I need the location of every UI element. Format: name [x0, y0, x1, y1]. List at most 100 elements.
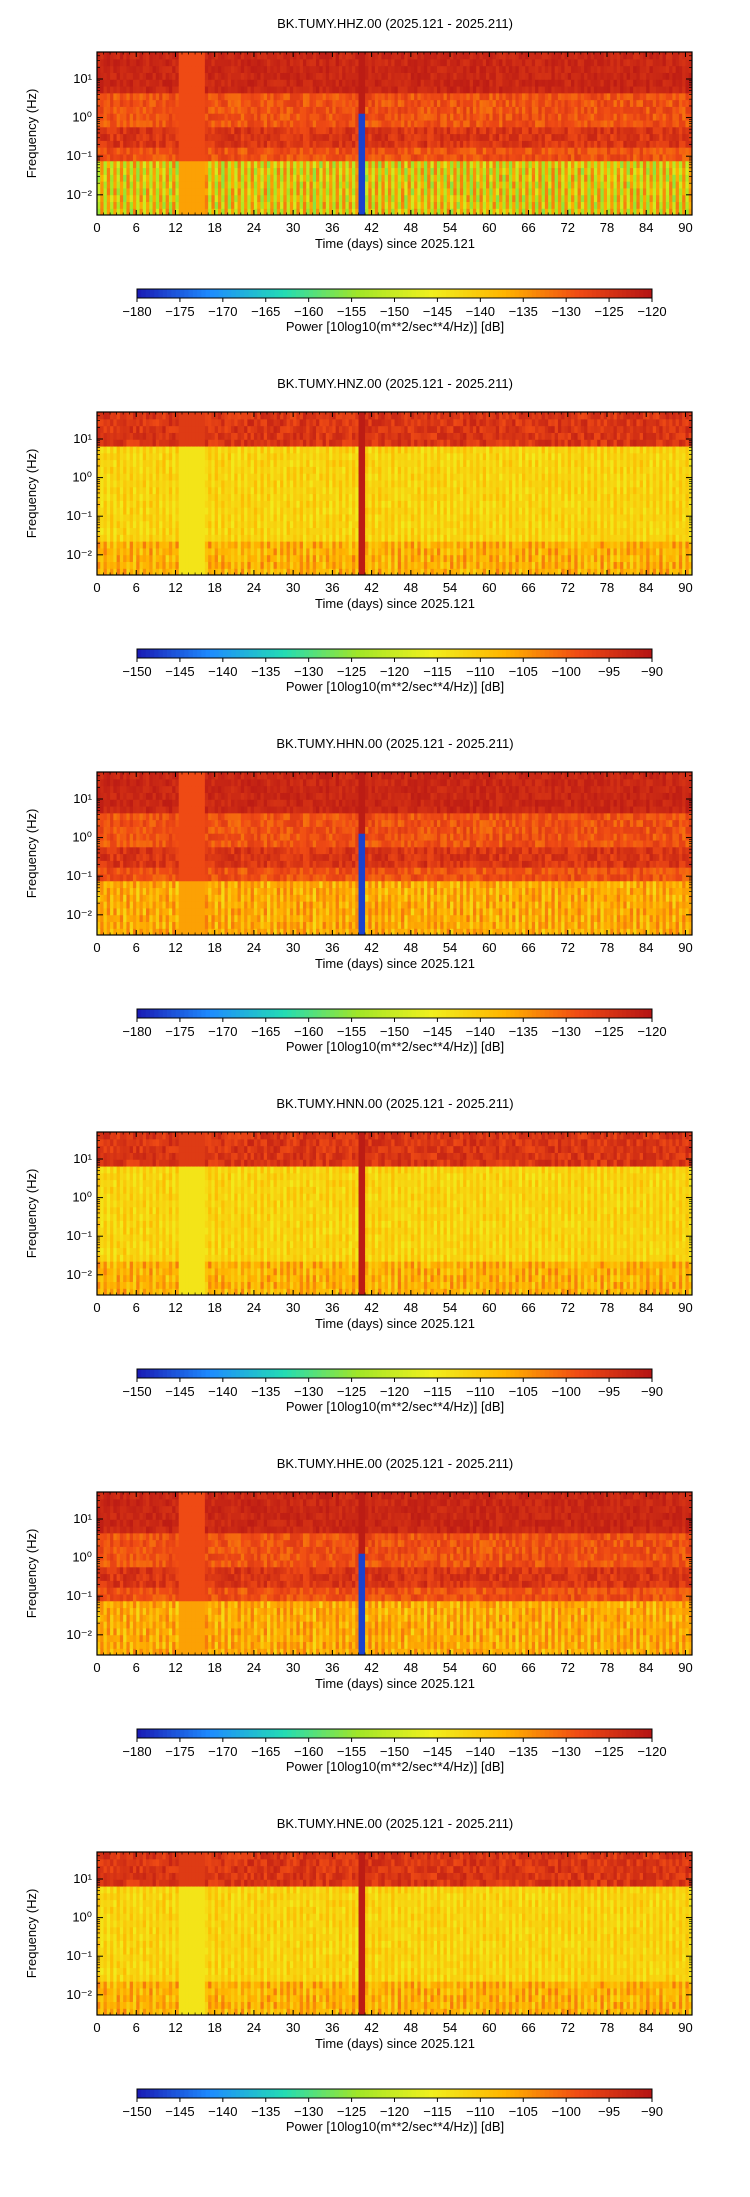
heatmap-cell [623, 140, 628, 148]
heatmap-cell [636, 126, 641, 135]
heatmap-cell [162, 52, 167, 60]
heatmap-cell [257, 187, 262, 196]
heatmap-cell [459, 140, 464, 148]
x-tick-label: 66 [521, 220, 535, 235]
heatmap-cell [113, 160, 118, 169]
heatmap-cell [123, 160, 128, 169]
heatmap-cell [522, 167, 526, 175]
heatmap-cell [371, 167, 376, 175]
heatmap-cell [633, 92, 638, 101]
heatmap-cell [355, 174, 360, 182]
heatmap-cell [106, 513, 111, 522]
heatmap-cell [358, 65, 363, 73]
heatmap-cell [106, 418, 111, 427]
heatmap-cell [123, 187, 128, 196]
heatmap-cell [289, 113, 294, 121]
heatmap-cell [136, 79, 141, 87]
heatmap-cell [110, 432, 114, 440]
heatmap-cell [397, 167, 402, 175]
heatmap-cell [397, 58, 402, 67]
heatmap-cell [633, 181, 638, 189]
heatmap-cell [182, 113, 186, 121]
heatmap-cell [149, 133, 154, 141]
heatmap-cell [365, 52, 369, 60]
heatmap-cell [391, 147, 396, 155]
heatmap-cell [182, 201, 186, 209]
heatmap-cell [293, 181, 298, 189]
heatmap-cell [656, 133, 660, 141]
heatmap-cell [185, 194, 190, 203]
heatmap-cell [512, 126, 517, 135]
heatmap-cell [116, 167, 121, 175]
heatmap-cell [459, 174, 464, 182]
heatmap-cell [551, 58, 556, 67]
heatmap-cell [374, 85, 379, 94]
heatmap-cell [613, 113, 618, 121]
heatmap-cell [185, 52, 190, 60]
heatmap-cell [391, 153, 396, 162]
heatmap-cell [276, 147, 281, 155]
heatmap-cell [325, 167, 330, 175]
heatmap-cell [557, 187, 562, 196]
heatmap-cell [656, 58, 660, 67]
heatmap-cell [518, 160, 523, 169]
heatmap-cell [139, 58, 144, 67]
heatmap-cell [384, 153, 389, 162]
heatmap-cell [610, 167, 615, 175]
heatmap-cell [358, 119, 363, 128]
heatmap-cell [119, 147, 124, 155]
heatmap-cell [593, 208, 598, 215]
heatmap-cell [669, 174, 673, 182]
heatmap-cell [423, 194, 428, 203]
heatmap-cell [515, 92, 520, 101]
heatmap-cell [306, 126, 311, 135]
heatmap-cell [100, 52, 105, 60]
heatmap-cell [642, 92, 647, 101]
heatmap-cell [253, 85, 258, 94]
heatmap-cell [175, 194, 180, 203]
heatmap-cell [387, 65, 392, 73]
heatmap-cell [649, 92, 654, 101]
heatmap-cell [322, 160, 327, 169]
heatmap-cell [306, 85, 311, 94]
heatmap-cell [472, 58, 477, 67]
heatmap-cell [629, 181, 634, 189]
heatmap-cell [489, 72, 494, 80]
heatmap-cell [610, 72, 615, 80]
heatmap-cell [417, 153, 422, 162]
heatmap-cell [384, 187, 389, 196]
heatmap-cell [502, 153, 507, 162]
heatmap-cell [633, 153, 638, 162]
heatmap-cell [662, 99, 667, 107]
heatmap-cell [113, 547, 118, 556]
heatmap-cell [626, 194, 631, 203]
heatmap-cell [538, 85, 543, 94]
heatmap-cell [587, 58, 592, 67]
heatmap-cell [401, 194, 405, 203]
heatmap-cell [541, 58, 546, 67]
heatmap-cell [590, 99, 595, 107]
heatmap-cell [260, 181, 265, 189]
heatmap-cell [139, 147, 144, 155]
heatmap-cell [322, 174, 327, 182]
heatmap-cell [394, 174, 399, 182]
heatmap-cell [414, 167, 418, 175]
heatmap-cell [306, 160, 311, 169]
heatmap-cell [368, 167, 373, 175]
heatmap-cell [293, 174, 298, 182]
heatmap-cell [414, 201, 418, 209]
heatmap-cell [420, 106, 425, 114]
heatmap-cell [100, 201, 105, 209]
heatmap-cell [217, 147, 222, 155]
heatmap-cell [535, 119, 539, 128]
heatmap-cell [538, 113, 543, 121]
heatmap-cell [142, 153, 147, 162]
heatmap-cell [260, 167, 265, 175]
heatmap-cell [198, 65, 203, 73]
heatmap-cell [319, 140, 324, 148]
heatmap-cell [146, 187, 150, 196]
heatmap-cell [289, 119, 294, 128]
heatmap-cell [639, 113, 644, 121]
heatmap-cell [515, 208, 520, 215]
heatmap-cell [126, 126, 131, 135]
